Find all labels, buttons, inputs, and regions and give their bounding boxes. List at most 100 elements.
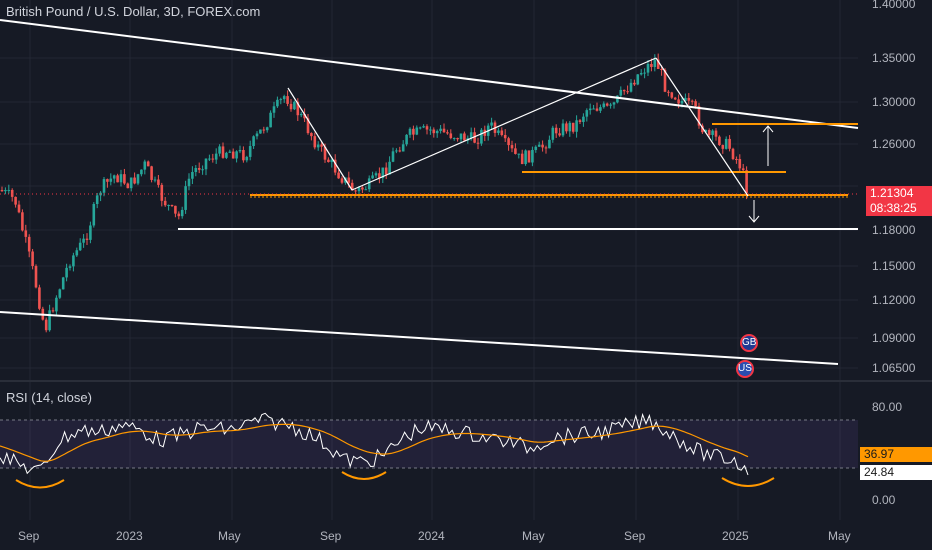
candle-body [364, 189, 368, 191]
candle-body [609, 104, 612, 106]
candle-body [140, 169, 143, 175]
candle-body [384, 167, 388, 175]
candle-body [687, 97, 691, 101]
candle-body [160, 184, 164, 201]
candle-body [554, 127, 558, 134]
candle-body [68, 266, 72, 268]
candle-body [500, 130, 504, 135]
descending-trendline-upper[interactable] [0, 19, 859, 129]
candle-body [551, 127, 555, 140]
candle-body [340, 178, 344, 183]
candle-body [650, 63, 653, 67]
candle-body [371, 175, 374, 179]
candle-body [357, 187, 361, 192]
candle-body [48, 310, 51, 331]
price-label: 1.12000 [872, 293, 916, 307]
swing-line-2[interactable] [351, 57, 657, 191]
candle-body [595, 108, 599, 111]
price-label: 1.06500 [872, 361, 916, 375]
candle-body [218, 146, 221, 154]
candle-body [262, 129, 266, 131]
candle-body [78, 242, 82, 251]
swing-line-3[interactable] [655, 57, 749, 197]
uk-flag-text: GB [742, 337, 757, 348]
rsi-low-arc-3[interactable] [721, 477, 775, 487]
candle-body [558, 133, 561, 136]
candle-body [252, 136, 255, 147]
candle-body [626, 91, 629, 93]
candle-body [14, 196, 17, 205]
candle-body [289, 103, 293, 110]
price-label: 1.09000 [872, 331, 916, 345]
candle-body [565, 123, 568, 132]
candle-body [279, 99, 283, 101]
rsi-line [0, 412, 749, 476]
candle-body [721, 145, 725, 149]
candle-body [449, 133, 453, 139]
candle-body [276, 99, 279, 107]
candle-body [537, 144, 541, 147]
candle-body [418, 127, 422, 129]
us-flag-event-icon[interactable]: US [736, 360, 754, 378]
time-label: Sep [320, 529, 342, 543]
candle-body [330, 159, 334, 163]
uk-flag-event-icon[interactable]: GB [740, 334, 758, 352]
candle-body [293, 101, 296, 110]
candle-body [439, 128, 442, 131]
candle-body [136, 174, 140, 184]
candle-body [245, 156, 249, 161]
candle-body [605, 103, 609, 106]
candle-body [561, 123, 565, 136]
candle-body [415, 127, 419, 135]
candle-body [126, 183, 130, 189]
candle-body [520, 153, 524, 165]
candle-body [231, 151, 235, 159]
candle-body [701, 125, 704, 133]
time-axis[interactable]: Sep 2023 May Sep 2024 May Sep 2025 May [18, 529, 851, 543]
descending-trendline-lower[interactable] [0, 311, 839, 365]
candle-body [684, 97, 687, 101]
candle-body [707, 129, 711, 135]
drawings[interactable] [0, 19, 859, 489]
candle-body [452, 138, 456, 140]
candle-body [585, 110, 589, 117]
swing-line-1[interactable] [287, 87, 353, 191]
candle-body [170, 204, 174, 206]
candle-body [408, 128, 412, 135]
candle-body [89, 225, 92, 240]
candle-body [622, 89, 626, 92]
price-axis[interactable]: 1.40000 1.35000 1.30000 1.26000 1.18000 … [872, 0, 916, 507]
candle-body [738, 159, 742, 169]
candle-body [541, 144, 544, 148]
candle-body [211, 158, 215, 160]
candle-body [653, 59, 657, 67]
candle-body [106, 179, 109, 182]
candle-body [476, 142, 480, 144]
candle-body [123, 174, 126, 184]
candle-body [109, 178, 113, 182]
candle-body [374, 173, 378, 176]
current-price-tag: 1.21304 [866, 186, 932, 201]
time-label: May [828, 529, 851, 543]
candle-body [619, 89, 623, 96]
candle-body [228, 151, 232, 153]
rsi-low-arc-2[interactable] [341, 471, 387, 480]
candle-body [265, 127, 269, 131]
candle-body [24, 230, 28, 237]
candle-body [157, 179, 160, 185]
candle-body [82, 238, 85, 243]
candle-body [378, 173, 381, 178]
candle-body [412, 128, 415, 135]
price-label: 1.15000 [872, 259, 916, 273]
rsi-low-arc-1[interactable] [15, 479, 65, 489]
candle-body [405, 134, 408, 145]
candle-body [602, 103, 606, 108]
candle-body [728, 138, 731, 149]
candle-body [677, 99, 680, 104]
candle-body [718, 136, 721, 146]
candle-body [646, 63, 650, 73]
time-label: 2023 [116, 529, 143, 543]
candle-body [10, 189, 14, 197]
candle-body [697, 106, 701, 126]
